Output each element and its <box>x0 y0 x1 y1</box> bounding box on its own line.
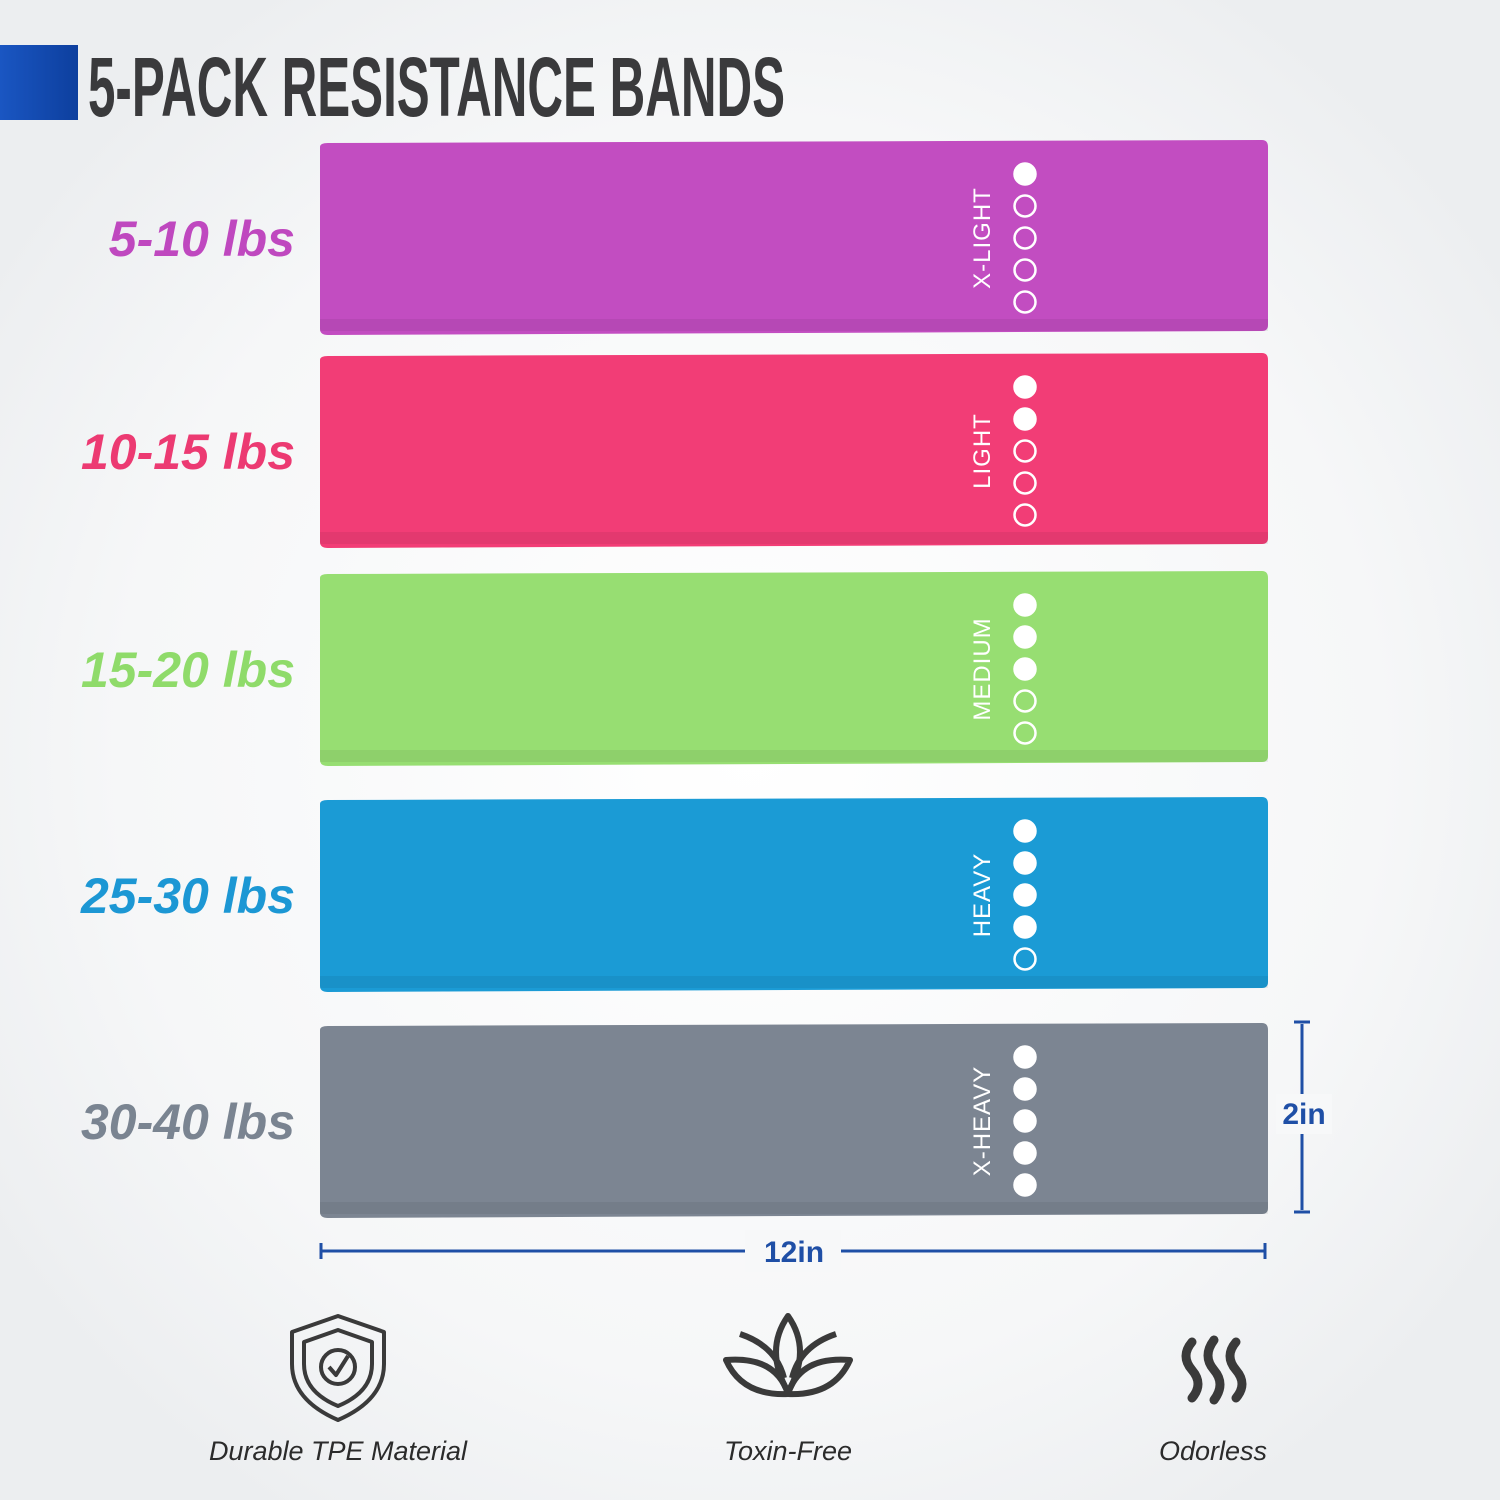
weight-label: 30-40 lbs <box>81 1094 295 1150</box>
shield-outer <box>290 1314 386 1422</box>
leaf <box>789 1331 837 1379</box>
band-shape <box>320 571 1268 766</box>
band: 10-15 lbs LIGHT <box>81 353 1268 548</box>
dot-filled <box>1013 1077 1037 1101</box>
band-shape <box>320 353 1268 548</box>
title-accent <box>0 45 78 120</box>
height-label: 2in <box>1282 1098 1325 1131</box>
level-label: LIGHT <box>969 413 996 489</box>
weight-label: 25-30 lbs <box>80 868 295 924</box>
leaf <box>785 1356 853 1398</box>
feature-label: Odorless <box>1159 1436 1267 1466</box>
level-label: X-LIGHT <box>969 187 996 289</box>
weight-label: 15-20 lbs <box>81 642 295 698</box>
dot-filled <box>1013 883 1037 907</box>
weight-label: 5-10 lbs <box>109 211 295 267</box>
dot-empty <box>1013 258 1037 282</box>
dot-filled <box>1013 1141 1037 1165</box>
level-label: X-HEAVY <box>969 1066 996 1177</box>
dot-filled <box>1013 375 1037 399</box>
dot-empty <box>1013 947 1037 971</box>
shield-inner <box>302 1328 374 1408</box>
feature-label: Toxin-Free <box>724 1436 852 1466</box>
band-shape <box>320 1023 1268 1218</box>
dot-empty <box>1013 721 1037 745</box>
dot-filled <box>1013 407 1037 431</box>
weight-label: 10-15 lbs <box>81 424 295 480</box>
level-label: HEAVY <box>969 853 996 938</box>
dot-filled <box>1013 625 1037 649</box>
leaf-icon <box>723 1313 853 1398</box>
feature-label: Durable TPE Material <box>209 1436 468 1466</box>
shield-icon <box>290 1314 386 1422</box>
steam-wave <box>1181 1337 1203 1403</box>
band-shade <box>320 750 1268 762</box>
band-shape <box>320 797 1268 992</box>
label-bg <box>745 1230 841 1272</box>
label-bg <box>1276 1094 1332 1134</box>
dot-empty <box>1013 689 1037 713</box>
check-circle <box>319 1348 357 1386</box>
steam-wave <box>1203 1335 1225 1405</box>
steam-icon <box>1181 1335 1247 1405</box>
band: 15-20 lbs MEDIUM <box>81 571 1268 766</box>
dot-empty <box>1013 290 1037 314</box>
dot-empty <box>1013 471 1037 495</box>
features: Durable TPE Material Toxin-Free Odorless <box>209 1436 1267 1466</box>
leaf <box>739 1331 787 1379</box>
dot-filled <box>1013 819 1037 843</box>
steam-wave <box>1225 1337 1247 1403</box>
width-label: 12in <box>764 1236 824 1269</box>
dot-filled <box>1013 657 1037 681</box>
dot-filled <box>1013 851 1037 875</box>
dot-empty <box>1013 194 1037 218</box>
band-shade <box>320 319 1268 331</box>
band-shade <box>320 976 1268 988</box>
dot-filled <box>1013 593 1037 617</box>
dot-filled <box>1013 1045 1037 1069</box>
check <box>327 1354 350 1377</box>
title: 5-PACK RESISTANCE BANDS <box>88 40 785 134</box>
dot-filled <box>1013 1173 1037 1197</box>
dot-filled <box>1013 162 1037 186</box>
dot-empty <box>1013 226 1037 250</box>
band: 30-40 lbs X-HEAVY <box>81 1023 1268 1218</box>
band: 5-10 lbs X-LIGHT <box>109 140 1268 335</box>
level-label: MEDIUM <box>969 617 996 720</box>
band: 25-30 lbs HEAVY <box>80 797 1268 992</box>
dot-empty <box>1013 439 1037 463</box>
band-shade <box>320 532 1268 544</box>
dot-filled <box>1013 915 1037 939</box>
dot-empty <box>1013 503 1037 527</box>
bands: 5-10 lbs X-LIGHT 10-15 lbs LIGHT 15-20 lbs ME… <box>80 140 1268 1218</box>
dot-filled <box>1013 1109 1037 1133</box>
band-shade <box>320 1202 1268 1214</box>
band-shape <box>320 140 1268 335</box>
